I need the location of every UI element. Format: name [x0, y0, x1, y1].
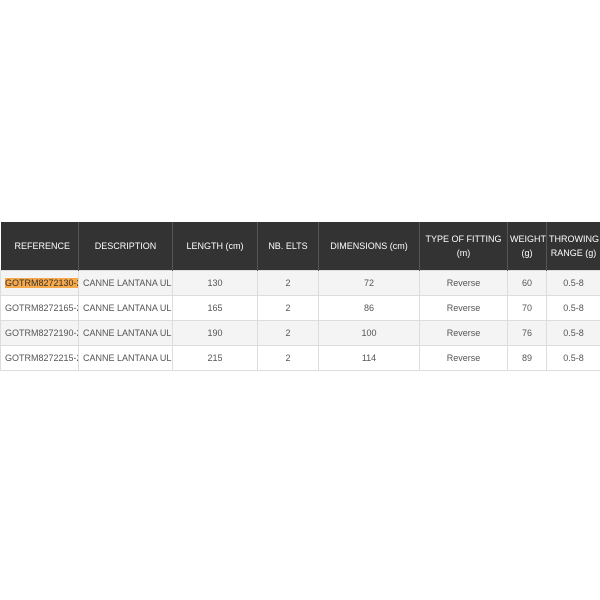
header-cell: DIMENSIONS (cm) [318, 222, 420, 271]
table-cell: 100 [318, 320, 420, 346]
table-cell: CANNE LANTANA UL [78, 345, 173, 371]
table-cell: 0.5-8 [546, 295, 600, 321]
table-cell: Reverse [419, 270, 508, 296]
header-cell: THROWING RANGE (g) [546, 222, 600, 271]
table-cell: 2 [257, 345, 319, 371]
table-cell: 0.5-8 [546, 270, 600, 296]
highlighted-text: GOTRM8272130-2 [5, 278, 78, 288]
table-cell: CANNE LANTANA UL [78, 320, 173, 346]
table-cell: 165 [172, 295, 258, 321]
header-cell: TYPE OF FITTING (m) [419, 222, 508, 271]
header-cell: DESCRIPTION [78, 222, 173, 271]
table-row: GOTRM8272215-2 CANNE LANTANA UL 215 2 114 Rev… [0, 345, 600, 371]
table-cell: 0.5-8 [546, 320, 600, 346]
table-cell: 215 [172, 345, 258, 371]
table-cell: 89 [507, 345, 547, 371]
table-row: GOTRM8272130-2 CANNE LANTANA UL 130 2 72 Reve… [0, 270, 600, 296]
table-cell: GOTRM8272190-2 [0, 320, 79, 346]
table-cell: GOTRM8272130-2 [0, 270, 79, 296]
table-row: GOTRM8272190-2 CANNE LANTANA UL 190 2 100 Rev… [0, 320, 600, 346]
table-cell: GOTRM8272165-2 [0, 295, 79, 321]
header-cell: REFERENCE [0, 222, 79, 271]
table-cell: 190 [172, 320, 258, 346]
table-cell: 60 [507, 270, 547, 296]
table-cell: Reverse [419, 320, 508, 346]
table-cell: GOTRM8272215-2 [0, 345, 79, 371]
table-cell: 72 [318, 270, 420, 296]
table-cell: Reverse [419, 345, 508, 371]
table-cell: 70 [507, 295, 547, 321]
table-cell: 76 [507, 320, 547, 346]
table-body: GOTRM8272130-2 CANNE LANTANA UL 130 2 72 Reve… [0, 270, 600, 371]
table-cell: CANNE LANTANA UL [78, 270, 173, 296]
table-cell: 114 [318, 345, 420, 371]
table-cell: Reverse [419, 295, 508, 321]
header-row: REFERENCE DESCRIPTION LENGTH (cm) NB. ELTS D… [0, 222, 600, 271]
table-cell: 86 [318, 295, 420, 321]
table-cell: 2 [257, 270, 319, 296]
table-cell: 2 [257, 320, 319, 346]
table-container: REFERENCE DESCRIPTION LENGTH (cm) NB. ELTS D… [0, 222, 600, 371]
table-row: GOTRM8272165-2 CANNE LANTANA UL 165 2 86 Reve… [0, 295, 600, 321]
table-cell: 2 [257, 295, 319, 321]
header-cell: NB. ELTS [257, 222, 319, 271]
table-cell: CANNE LANTANA UL [78, 295, 173, 321]
product-table: REFERENCE DESCRIPTION LENGTH (cm) NB. ELTS D… [0, 222, 600, 371]
header-cell: LENGTH (cm) [172, 222, 258, 271]
header-cell: WEIGHT (g) [507, 222, 547, 271]
table-cell: 0.5-8 [546, 345, 600, 371]
table-cell: 130 [172, 270, 258, 296]
